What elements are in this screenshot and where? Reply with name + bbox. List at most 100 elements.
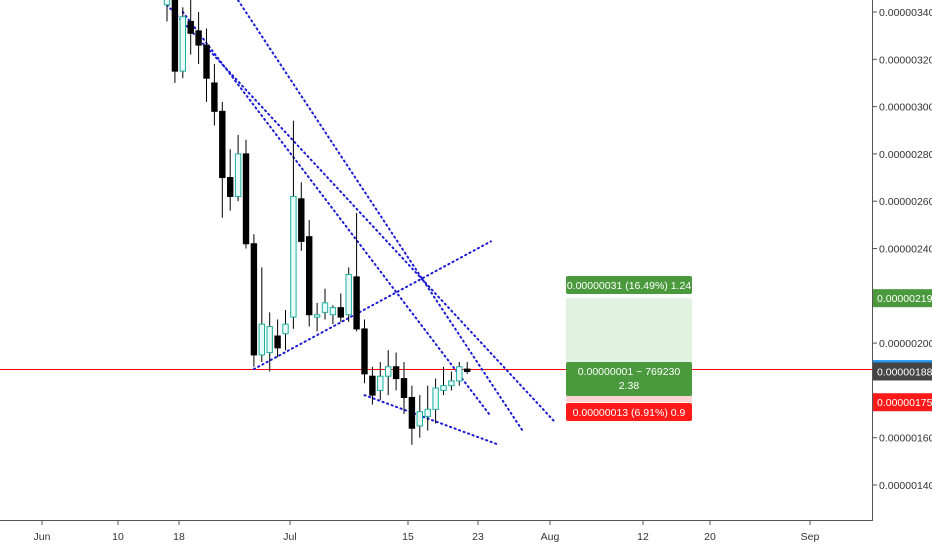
candle-body-down bbox=[242, 153, 250, 245]
candle bbox=[321, 288, 329, 320]
candle-body-up bbox=[321, 302, 329, 313]
candles bbox=[163, 0, 471, 445]
time-tick-label: Aug bbox=[541, 531, 560, 543]
price-tick-label: 0.00000280 bbox=[879, 149, 932, 161]
candle bbox=[258, 267, 266, 363]
candle bbox=[464, 362, 471, 374]
price-axis[interactable]: 0.00000340 0.00000320 0.00000300 0.00000280… bbox=[872, 0, 932, 520]
entry-label-line-2: 2.38 bbox=[619, 380, 640, 392]
profit-zone[interactable] bbox=[566, 298, 692, 370]
candle bbox=[203, 28, 210, 102]
candle-body-down bbox=[227, 177, 234, 197]
candle-body-down bbox=[171, 0, 179, 72]
price-tag-label: 0.00000188 bbox=[877, 366, 932, 378]
candle-body-up bbox=[282, 323, 289, 335]
candle-body-down bbox=[408, 396, 416, 429]
trend-line-1[interactable] bbox=[230, 0, 524, 432]
candle-body-up bbox=[179, 16, 187, 72]
candle bbox=[242, 139, 250, 249]
candle-body-up bbox=[163, 0, 171, 6]
candle-body-down bbox=[203, 44, 210, 79]
candle bbox=[448, 371, 455, 391]
candle bbox=[424, 385, 431, 431]
candle bbox=[353, 213, 360, 332]
price-tag[interactable] bbox=[873, 393, 932, 412]
candle bbox=[250, 234, 258, 367]
candle-body-up bbox=[345, 274, 352, 316]
candle bbox=[432, 378, 439, 424]
candle bbox=[306, 220, 313, 327]
price-tick-label: 0.00000200 bbox=[879, 338, 932, 350]
price-tag-label: 0.00000175 bbox=[877, 397, 932, 409]
candle bbox=[400, 362, 408, 415]
candle-body-down bbox=[195, 30, 202, 46]
time-axis[interactable]: Jun 10 18 Jul 15 23 Aug 12 20 Sep bbox=[0, 520, 932, 550]
candle-body-down bbox=[211, 82, 218, 112]
trend-line-5[interactable] bbox=[252, 240, 492, 371]
candle-body-down bbox=[361, 328, 368, 375]
position-labels: 0.00000031 (16.49%) 1.24 0.00000001 ~ 769… bbox=[566, 276, 692, 421]
candle bbox=[385, 350, 392, 396]
time-tick-label: Sep bbox=[801, 531, 820, 543]
candle-body-down bbox=[337, 307, 345, 318]
candle bbox=[377, 362, 384, 400]
candle-body-up bbox=[313, 314, 321, 318]
candle bbox=[195, 12, 202, 65]
candle bbox=[345, 267, 352, 322]
candle-body-down bbox=[306, 236, 313, 316]
time-tick-label: 10 bbox=[112, 531, 124, 543]
candle-body-down bbox=[250, 243, 258, 356]
candle bbox=[408, 385, 416, 445]
price-tick-label: 0.00000340 bbox=[879, 7, 932, 19]
candle bbox=[219, 101, 226, 218]
candle bbox=[187, 0, 194, 55]
candle-body-down bbox=[392, 366, 400, 380]
candle bbox=[369, 366, 376, 405]
price-tag-label: 0.00000219 bbox=[877, 293, 932, 305]
trend-line-3[interactable] bbox=[181, 11, 492, 418]
trend-line-2[interactable] bbox=[166, 3, 556, 423]
candle-body-down bbox=[400, 378, 408, 398]
candle-body-up bbox=[234, 153, 242, 197]
price-tick-label: 0.00000160 bbox=[879, 433, 932, 445]
candle-body-down bbox=[369, 375, 376, 396]
candle bbox=[290, 120, 297, 329]
profit-label: 0.00000031 (16.49%) 1.24 bbox=[567, 280, 692, 292]
candle bbox=[227, 149, 234, 211]
candle bbox=[179, 7, 187, 79]
candle bbox=[416, 395, 424, 438]
profit-label-box bbox=[566, 276, 692, 294]
candle-body-up bbox=[416, 411, 424, 427]
candle-body-up bbox=[329, 307, 337, 316]
candle-body-up bbox=[385, 366, 392, 377]
candle bbox=[313, 302, 321, 332]
candle-body-up bbox=[456, 366, 463, 382]
price-tick-label: 0.00000140 bbox=[879, 480, 932, 492]
candle-body-down bbox=[187, 20, 194, 34]
candle bbox=[266, 312, 273, 372]
candle-body-up bbox=[448, 380, 455, 387]
candle-body-up bbox=[258, 323, 266, 356]
candle-body-up bbox=[377, 375, 384, 391]
candle bbox=[211, 64, 218, 126]
trend-lines[interactable] bbox=[166, 0, 556, 446]
time-tick-label: 18 bbox=[173, 531, 185, 543]
price-tick-label: 0.00000320 bbox=[879, 54, 932, 66]
candle-body-up bbox=[266, 326, 273, 354]
candle bbox=[456, 362, 463, 386]
price-tag[interactable] bbox=[873, 362, 932, 381]
trend-line-4[interactable] bbox=[363, 394, 500, 446]
candle bbox=[440, 366, 447, 396]
candle bbox=[282, 309, 289, 351]
loss-label-box bbox=[566, 403, 692, 421]
candle bbox=[234, 134, 242, 202]
candle-body-down bbox=[219, 110, 226, 179]
time-tick-label: 20 bbox=[704, 531, 716, 543]
candle bbox=[163, 0, 171, 22]
time-tick-label: 23 bbox=[472, 531, 484, 543]
candle-body-up bbox=[432, 387, 439, 410]
price-tag[interactable] bbox=[873, 289, 932, 308]
candle-body-down bbox=[353, 276, 360, 330]
time-tick-label: Jul bbox=[283, 531, 296, 543]
